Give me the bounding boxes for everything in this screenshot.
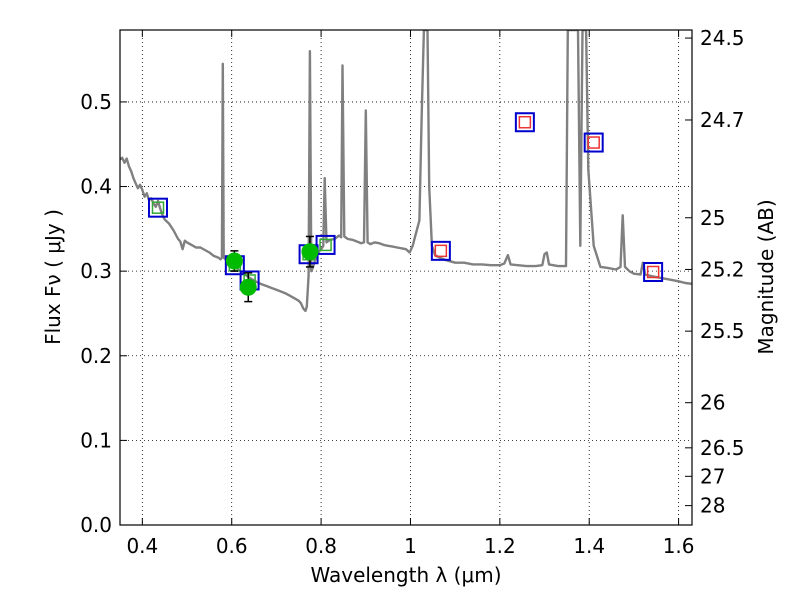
grid — [120, 30, 692, 526]
observed-marker — [301, 243, 319, 261]
model-point — [147, 197, 168, 218]
model-box-outer — [147, 197, 168, 218]
y-axis-label: Flux Fν ( μJy ) — [41, 209, 65, 345]
y2-tick-label: 26.5 — [700, 436, 745, 460]
model-box-outer — [514, 112, 535, 133]
y2-tick-label: 25.2 — [700, 257, 745, 281]
spectrum-line — [120, 30, 692, 313]
model-box-inner — [434, 244, 448, 258]
model-box-outer — [430, 240, 451, 261]
model-point — [514, 112, 535, 133]
x-tick-label: 0.4 — [126, 534, 158, 558]
model-point — [643, 262, 664, 282]
ticks: 0.4 0.6 0.8 1 1.2 1.4 1.6 0.0 0.1 0.2 0.3 0.4 0.5 24.… — [80, 26, 744, 558]
data-layer — [120, 30, 692, 313]
y-tick-label: 0.3 — [80, 259, 112, 283]
model-box-inner — [646, 265, 660, 279]
y2-tick-label: 28 — [700, 494, 725, 518]
observed-marker — [225, 252, 243, 270]
y-tick-label: 0.2 — [80, 344, 112, 368]
y2-tick-label: 25 — [700, 206, 725, 230]
model-box-inner — [151, 201, 165, 214]
y-tick-label: 0.1 — [80, 428, 112, 452]
observed-point — [225, 250, 243, 272]
y2-axis-label: Magnitude (AB) — [754, 199, 778, 354]
model-box-outer — [315, 234, 336, 255]
observed-point — [239, 272, 257, 303]
y-tick-label: 0.0 — [80, 513, 112, 537]
x-tick-label: 0.6 — [216, 534, 248, 558]
y2-tick-label: 27 — [700, 464, 725, 488]
x-tick-label: 1.6 — [663, 534, 695, 558]
x-tick-label: 0.8 — [305, 534, 337, 558]
model-box-outer — [643, 262, 664, 282]
model-box-outer — [583, 132, 604, 153]
model-box-inner — [319, 238, 332, 252]
x-tick-label: 1.4 — [573, 534, 605, 558]
y2-tick-label: 24.5 — [700, 26, 745, 50]
model-box-inner — [518, 115, 532, 129]
model-point — [315, 234, 336, 255]
y2-tick-label: 25.5 — [700, 319, 745, 343]
observed-marker — [239, 278, 257, 296]
y-tick-label: 0.5 — [80, 90, 112, 114]
model-box-inner — [587, 136, 600, 149]
model-point — [430, 240, 451, 261]
y2-tick-label: 24.7 — [700, 108, 745, 132]
y2-tick-label: 26 — [700, 391, 725, 415]
y-tick-label: 0.4 — [80, 175, 112, 199]
observed-point — [301, 235, 319, 268]
plot-frame — [119, 29, 693, 526]
model-point — [583, 132, 604, 153]
x-tick-label: 1.2 — [484, 534, 516, 558]
x-tick-label: 1 — [404, 534, 417, 558]
x-axis-label: Wavelength λ (μm) — [310, 563, 501, 587]
